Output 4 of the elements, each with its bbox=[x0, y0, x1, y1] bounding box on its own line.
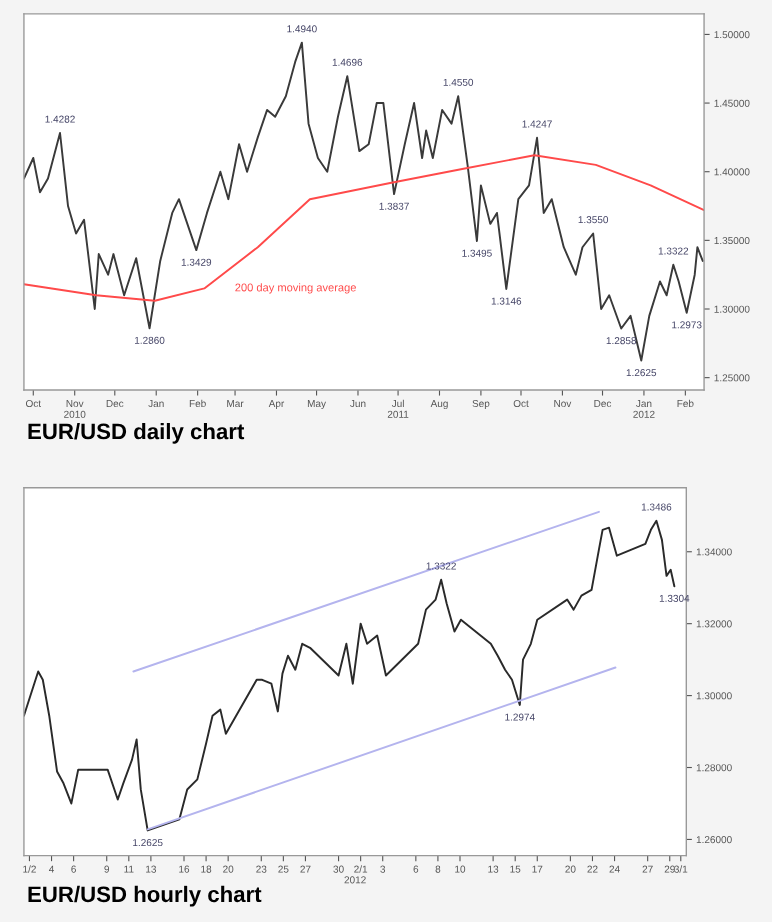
line-series bbox=[23, 41, 704, 362]
line-series bbox=[23, 154, 705, 302]
text: EUR/USD hourly chart bbox=[28, 885, 262, 907]
text: EUR/USD daily chart bbox=[28, 422, 245, 444]
